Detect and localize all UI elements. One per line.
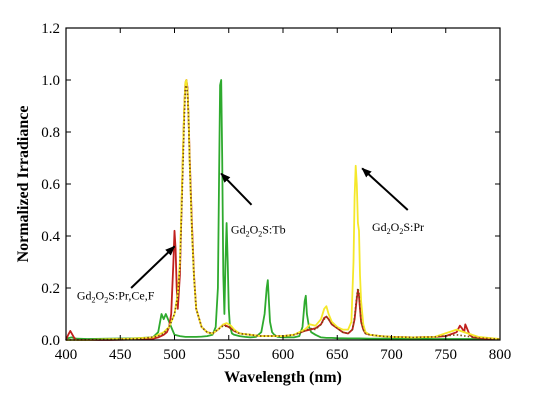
series-line-dotted [65,84,501,341]
x-tick-label: 750 [435,347,458,363]
x-tick-label: 650 [326,347,349,363]
x-tick-label: 700 [380,347,403,363]
y-axis-title: Normalized Irradiance [15,106,32,263]
x-tick-label: 600 [272,347,295,363]
annotation-label-pr: Gd2O2S:Pr [372,220,424,236]
y-tick-label: 0.0 [41,333,60,349]
x-tick-label: 500 [163,347,186,363]
y-tick-label: 1.0 [41,73,60,89]
annotation-label-tb: Gd2O2S:Tb [231,222,286,238]
x-tick-label: 550 [218,347,241,363]
annotation-layer: Gd2O2S:Tb Gd2O2S:Pr Gd2O2S:Pr,Ce,F [77,167,424,305]
annotation-arrow-prcef [130,245,176,289]
series-line-tb [65,79,500,340]
x-axis-title: Wavelength (nm) [224,369,342,386]
y-tick-label: 0.4 [41,229,60,245]
y-tick-label: 0.2 [41,281,60,297]
x-tick-label: 800 [489,347,512,363]
y-tick-label: 0.6 [41,177,60,193]
annotation-label-prcef: Gd2O2S:Pr,Ce,F [77,289,155,305]
x-tick-label: 400 [55,347,78,363]
y-tick-label: 0.8 [41,125,60,141]
y-tick-label: 1.2 [41,21,60,37]
annotation-arrow-tb [220,172,253,206]
ticks-layer [65,27,501,341]
x-tick-label: 450 [109,347,132,363]
series-line-pr [66,79,501,341]
series-layer [65,79,501,341]
labels-layer: 400 450 500 550 600 650 700 750 800 0.0 0.2 0.4 0.6 0… [41,21,511,363]
annotation-arrow-pr [361,167,409,211]
